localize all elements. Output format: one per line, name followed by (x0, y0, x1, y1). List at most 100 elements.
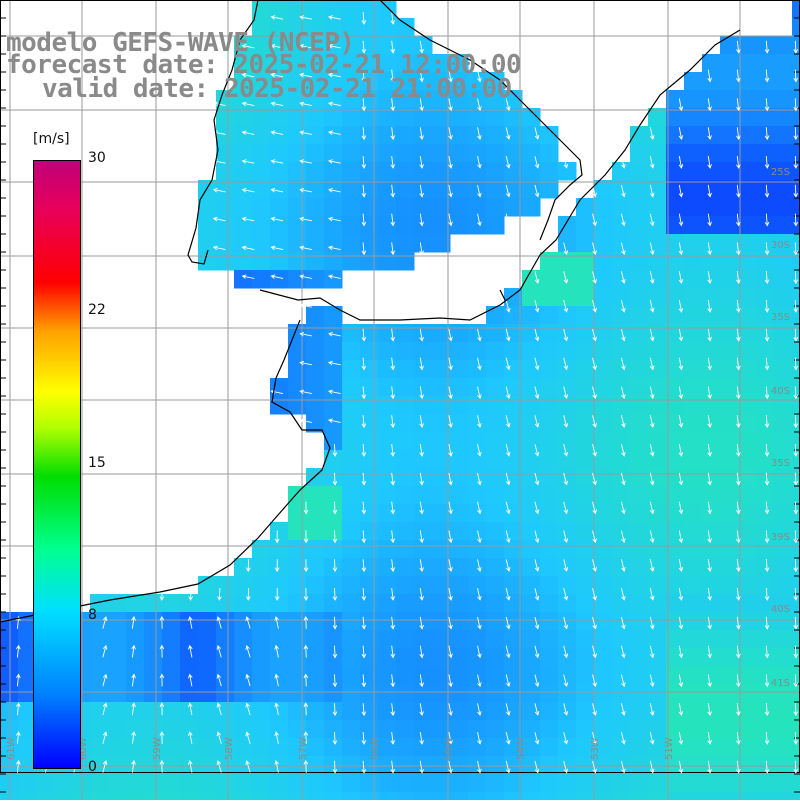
wind-cell (90, 684, 109, 703)
wind-cell (450, 324, 469, 343)
wind-arrow (102, 644, 108, 658)
wind-cell (360, 684, 379, 703)
wind-cell (450, 450, 469, 469)
wind-cell (684, 774, 703, 793)
wind-arrow (419, 588, 424, 601)
wind-cell (684, 648, 703, 667)
wind-cell (270, 180, 289, 199)
wind-arrow (131, 615, 136, 629)
wind-arrow (361, 760, 367, 774)
wind-cell (18, 684, 37, 703)
wind-cell (684, 378, 703, 397)
wind-cell (342, 468, 361, 487)
wind-cell (450, 558, 469, 577)
wind-cell (468, 504, 487, 523)
wind-cell (702, 720, 721, 739)
wind-cell (450, 774, 469, 793)
wind-arrow (736, 299, 741, 313)
wind-cell (738, 594, 757, 613)
wind-arrow (505, 674, 511, 688)
wind-cell (738, 486, 757, 505)
wind-cell (288, 126, 307, 145)
wind-cell (684, 306, 703, 325)
wind-cell (612, 612, 631, 631)
wind-cell (216, 234, 235, 253)
wind-cell (306, 684, 325, 703)
wind-cell (540, 630, 559, 649)
wind-cell (486, 216, 505, 235)
wind-cell (720, 792, 739, 804)
wind-cell (630, 288, 649, 307)
wind-cell (666, 360, 685, 379)
wind-arrow (328, 216, 341, 222)
wind-cell (306, 270, 325, 289)
wind-cell (378, 378, 397, 397)
wind-cell (774, 504, 793, 523)
wind-cell (216, 576, 235, 595)
wind-cell (648, 108, 667, 127)
wind-cell (324, 324, 343, 343)
wind-cell (720, 756, 739, 775)
wind-arrow (678, 127, 684, 141)
wind-cell (756, 144, 775, 163)
wind-arrow (332, 731, 338, 745)
wind-cell (576, 522, 595, 541)
wind-arrow (448, 213, 453, 227)
wind-arrow (505, 760, 511, 774)
wind-cell (342, 378, 361, 397)
wind-cell (450, 54, 469, 73)
wind-cell (252, 540, 271, 559)
wind-cell (738, 90, 757, 109)
wind-cell (648, 252, 667, 271)
wind-cell (738, 612, 757, 631)
wind-cell (702, 774, 721, 793)
wind-cell (774, 432, 793, 451)
wind-cell (396, 36, 415, 55)
wind-cell (720, 720, 739, 739)
wind-cell (306, 216, 325, 235)
wind-cell (144, 630, 163, 649)
wind-cell (792, 540, 800, 559)
wind-arrow (764, 213, 770, 227)
wind-cell (738, 162, 757, 181)
wind-cell (378, 450, 397, 469)
wind-arrow (159, 673, 165, 687)
wind-arrow (361, 587, 367, 601)
wind-cell (90, 738, 109, 757)
wind-cell (792, 306, 800, 325)
wind-cell (612, 486, 631, 505)
wind-cell (378, 252, 397, 271)
wind-cell (288, 774, 307, 793)
wind-cell (774, 126, 793, 145)
wind-cell (792, 630, 800, 649)
wind-cell (540, 648, 559, 667)
wind-cell (594, 738, 613, 757)
wind-arrow (299, 101, 312, 107)
wind-cell (342, 720, 361, 739)
wind-arrow (328, 187, 341, 193)
longitude-label: 60W (78, 737, 89, 760)
wind-cell (378, 108, 397, 127)
wind-cell (252, 720, 271, 739)
wind-cell (756, 234, 775, 253)
wind-cell (738, 414, 757, 433)
wind-cell (198, 612, 217, 631)
wind-cell (234, 774, 253, 793)
wind-cell (594, 540, 613, 559)
wind-cell (324, 360, 343, 379)
wind-arrow (505, 415, 511, 428)
wind-cell (522, 666, 541, 685)
wind-cell (0, 792, 19, 804)
wind-cell (468, 468, 487, 487)
wind-cell (612, 306, 631, 325)
wind-cell (450, 612, 469, 631)
wind-arrow (649, 530, 655, 544)
wind-cell (396, 558, 415, 577)
wind-cell (756, 36, 775, 55)
wind-cell (450, 486, 469, 505)
wind-arrow (534, 501, 540, 515)
wind-cell (720, 414, 739, 433)
wind-cell (576, 684, 595, 703)
wind-cell (468, 720, 487, 739)
wind-cell (108, 684, 127, 703)
